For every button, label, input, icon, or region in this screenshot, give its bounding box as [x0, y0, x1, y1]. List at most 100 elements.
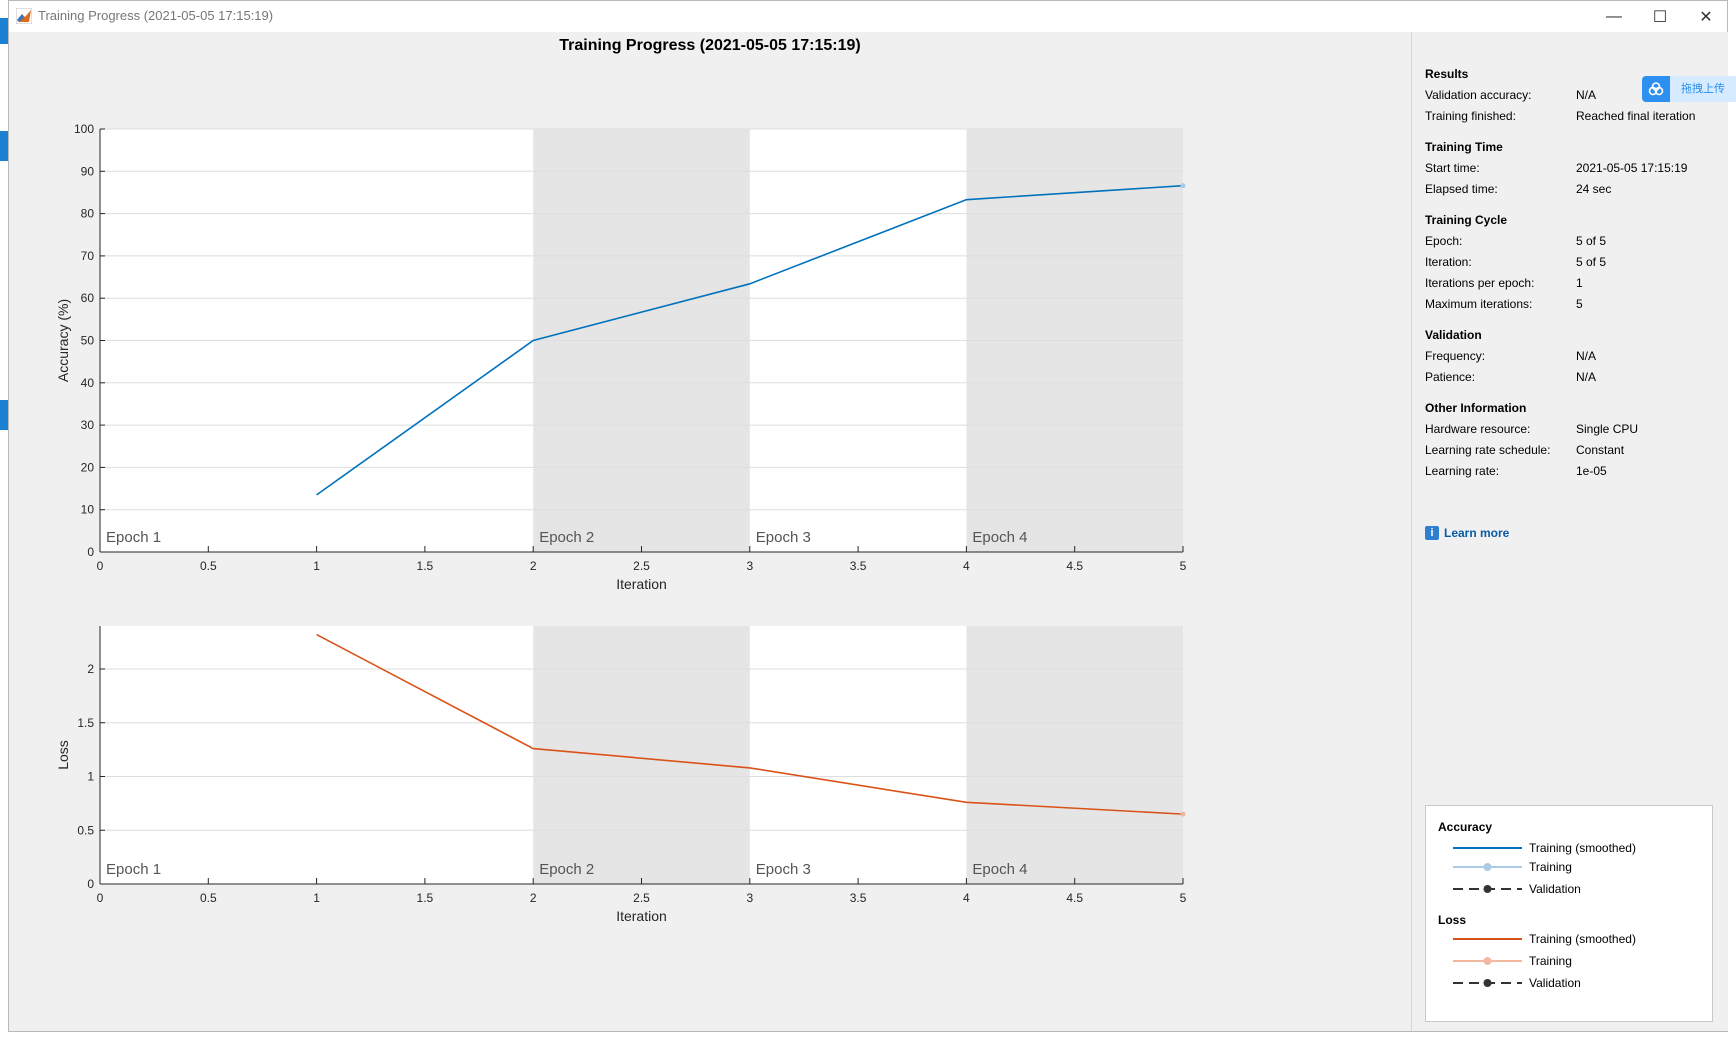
x-tick-label: 4.5 [1066, 559, 1083, 573]
y-tick-label: 40 [81, 376, 95, 390]
x-tick-label: 2 [530, 891, 537, 905]
epoch-label: Epoch 1 [106, 861, 161, 878]
x-tick-label: 3 [746, 559, 753, 573]
training-progress-window: Training Progress (2021-05-05 17:15:19) … [8, 0, 1728, 1032]
info-value: 2021-05-05 17:15:19 [1576, 161, 1688, 175]
x-tick-label: 2.5 [633, 891, 650, 905]
training-info: Results Validation accuracy: N/A Training f… [1425, 64, 1715, 492]
info-section: Training Cycle Epoch: 5 of 5 Iteration: 5 of… [1425, 210, 1715, 315]
x-tick-label: 0.5 [200, 891, 217, 905]
info-row: Maximum iterations: 5 [1425, 294, 1715, 315]
x-tick-label: 4 [963, 559, 970, 573]
y-tick-label: 50 [81, 334, 95, 348]
legend-swatches [1453, 847, 1522, 987]
legend-marker-swatch [1483, 885, 1492, 893]
desktop-background [0, 0, 8, 1039]
legend-marker-swatch [1483, 863, 1492, 871]
y-tick-label: 1.5 [77, 716, 94, 730]
x-tick-label: 5 [1180, 891, 1187, 905]
legend-marker-swatch [1483, 957, 1492, 965]
y-axis-label: Accuracy (%) [55, 299, 71, 382]
info-row: Learning rate schedule: Constant [1425, 440, 1715, 461]
y-tick-label: 10 [81, 503, 95, 517]
x-tick-label: 1.5 [417, 891, 434, 905]
epoch-shading [966, 626, 1183, 884]
info-label: Hardware resource: [1425, 422, 1531, 436]
accuracy-plot[interactable]: 0 10 20 30 40 50 60 70 80 90 100 0 0.5 1 1.5 2 2.5 3 3.5 4 4… [9, 62, 1411, 622]
x-tick-label: 4 [963, 891, 970, 905]
epoch-label: Epoch 3 [756, 529, 811, 546]
desktop-taskbar-fragment [0, 400, 8, 430]
info-label: Epoch: [1425, 234, 1463, 248]
info-row: Epoch: 5 of 5 [1425, 231, 1715, 252]
info-value: N/A [1576, 370, 1597, 384]
epoch-label: Epoch 4 [972, 861, 1027, 878]
legend-marker-swatch [1483, 979, 1492, 987]
last-point-marker [1180, 811, 1186, 817]
y-tick-label: 1 [87, 770, 94, 784]
y-tick-label: 0.5 [77, 823, 94, 837]
y-axis-label: Loss [55, 740, 71, 770]
epoch-label: Epoch 1 [106, 529, 161, 546]
legend-accuracy-title: Accuracy [1438, 820, 1493, 834]
info-row: Iterations per epoch: 1 [1425, 273, 1715, 294]
minimize-button[interactable]: — [1591, 1, 1637, 32]
info-label: Learning rate: [1425, 464, 1500, 478]
info-row: Patience: N/A [1425, 367, 1715, 388]
minimize-icon: — [1606, 7, 1622, 25]
epoch-label: Epoch 2 [539, 529, 594, 546]
legend-item: Training [1529, 954, 1572, 968]
page-title: Training Progress (2021-05-05 17:15:19) [559, 37, 861, 54]
cloud-icon [1642, 76, 1670, 102]
info-row: Learning rate: 1e-05 [1425, 461, 1715, 482]
y-tick-label: 80 [81, 207, 95, 221]
info-label: Patience: [1425, 370, 1476, 384]
x-tick-label: 2.5 [633, 559, 650, 573]
info-row: Validation accuracy: N/A [1425, 85, 1715, 106]
x-tick-label: 3 [746, 891, 753, 905]
matlab-app-icon [16, 8, 32, 24]
maximize-button[interactable]: ☐ [1637, 1, 1683, 32]
upload-label: 拖拽上传 [1670, 76, 1736, 102]
x-tick-label: 1 [313, 891, 320, 905]
epoch-label: Epoch 2 [539, 861, 594, 878]
x-tick-label: 1 [313, 559, 320, 573]
close-button[interactable]: ✕ [1683, 1, 1729, 32]
window-titlebar[interactable]: Training Progress (2021-05-05 17:15:19) … [9, 1, 1727, 32]
epoch-label: Epoch 4 [972, 529, 1027, 546]
x-tick-label: 1.5 [417, 559, 434, 573]
y-tick-label: 2 [87, 662, 94, 676]
y-tick-label: 60 [81, 291, 95, 305]
x-axis-label: Iteration [616, 576, 667, 592]
epoch-label: Epoch 3 [756, 861, 811, 878]
info-row: Iteration: 5 of 5 [1425, 252, 1715, 273]
info-value: Single CPU [1576, 422, 1639, 436]
y-tick-label: 20 [81, 460, 95, 474]
info-label: Elapsed time: [1425, 182, 1498, 196]
x-tick-label: 5 [1180, 559, 1187, 573]
info-section-title: Training Time [1425, 140, 1503, 154]
info-section: Other Information Hardware resource: Singl… [1425, 398, 1715, 482]
plots-area: Training Progress (2021-05-05 17:15:19) … [9, 32, 1411, 1032]
loss-plot[interactable]: 0 0.5 1 1.5 2 0 0.5 1 1.5 2 2.5 3 3.5 4 4.5 5 Epoch 1 Epo… [9, 622, 1411, 1002]
upload-widget[interactable]: 拖拽上传 [1642, 76, 1736, 102]
x-tick-label: 3.5 [850, 891, 867, 905]
info-row: Start time: 2021-05-05 17:15:19 [1425, 158, 1715, 179]
window-title: Training Progress (2021-05-05 17:15:19) [38, 8, 274, 23]
legend-item: Training (smoothed) [1529, 932, 1636, 946]
info-value: N/A [1576, 88, 1597, 102]
info-value: 5 [1576, 297, 1583, 311]
legend-item: Training [1529, 860, 1572, 874]
info-value: 5 of 5 [1576, 234, 1607, 248]
y-tick-label: 100 [74, 122, 94, 136]
info-value: 5 of 5 [1576, 255, 1607, 269]
info-row: Elapsed time: 24 sec [1425, 179, 1715, 200]
info-section-title: Other Information [1425, 401, 1527, 415]
info-section-title: Validation [1425, 328, 1482, 342]
learn-more-link[interactable]: i Learn more [1425, 526, 1509, 540]
last-point-marker [1180, 183, 1186, 189]
epoch-shading [533, 626, 750, 884]
info-label: Learning rate schedule: [1425, 443, 1551, 457]
legend-loss-title: Loss [1438, 913, 1467, 927]
x-tick-label: 0 [97, 559, 104, 573]
